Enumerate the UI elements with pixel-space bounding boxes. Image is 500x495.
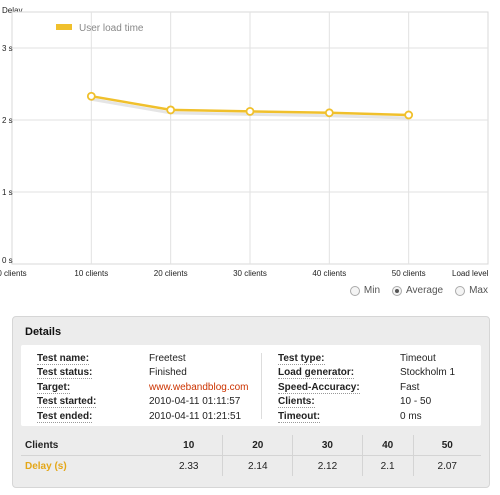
clients-cell: 20 bbox=[222, 435, 293, 456]
test-status-value: Finished bbox=[149, 367, 187, 379]
detail-row: Test status: Finished bbox=[37, 366, 252, 380]
max-label: Max bbox=[469, 285, 488, 296]
clients-cell: 40 bbox=[361, 435, 413, 456]
target-label: Target: bbox=[37, 381, 71, 394]
x-tick-label: 20 clients bbox=[154, 269, 188, 278]
detail-row: Speed-Accuracy: Fast bbox=[278, 381, 478, 395]
delay-header: Delay (s) bbox=[25, 460, 67, 472]
detail-row: Test started: 2010-04-11 01:11:57 bbox=[37, 395, 252, 409]
x-axis-label: Load level bbox=[452, 269, 489, 278]
y-tick-label: 3 s bbox=[2, 44, 13, 53]
details-right-column: Test type: Timeout Load generator: Stock… bbox=[278, 352, 478, 424]
test-type-value: Timeout bbox=[400, 353, 436, 364]
y-tick-label: 0 s bbox=[2, 256, 13, 265]
test-name-label: Test name: bbox=[37, 353, 90, 365]
data-point bbox=[404, 110, 414, 120]
data-point bbox=[86, 91, 96, 101]
detail-row: Timeout: 0 ms bbox=[278, 410, 478, 424]
details-box: Test name: Freetest Test status: Finishe… bbox=[21, 345, 481, 426]
x-tick-label: 0 clients bbox=[0, 269, 27, 278]
details-title: Details bbox=[25, 326, 62, 338]
details-panel: Details Test name: Freetest Test status:… bbox=[12, 316, 490, 488]
x-tick-label: 40 clients bbox=[312, 269, 346, 278]
min-label: Min bbox=[363, 285, 381, 296]
data-point bbox=[324, 108, 334, 118]
delay-cell: 2.14 bbox=[222, 455, 293, 476]
x-tick-label: 10 clients bbox=[74, 269, 108, 278]
target-link[interactable]: www.webandblog.com bbox=[149, 381, 249, 393]
max-option[interactable]: Max bbox=[455, 285, 488, 296]
average-label: Average bbox=[406, 285, 444, 296]
y-tick-label: 2 s bbox=[2, 116, 13, 125]
detail-row: Load generator: Stockholm 1 bbox=[278, 366, 478, 380]
timeout-value: 0 ms bbox=[400, 410, 422, 422]
detail-row: Target: www.webandblog.com bbox=[37, 381, 252, 395]
test-status-label: Test status: bbox=[37, 367, 93, 380]
detail-row: Test type: Timeout bbox=[278, 352, 478, 366]
delay-cell: 2.12 bbox=[292, 455, 363, 476]
test-ended-label: Test ended: bbox=[37, 410, 93, 423]
delay-chart: Delay Load level 0 clients 10 clients 20 c… bbox=[0, 6, 489, 278]
clients-cell: 50 bbox=[412, 435, 481, 456]
test-started-value: 2010-04-11 01:11:57 bbox=[149, 396, 241, 408]
delay-cell: 2.07 bbox=[412, 455, 481, 476]
speed-accuracy-label: Speed-Accuracy: bbox=[278, 381, 360, 394]
results-delay-row: Delay (s) 2.33 2.14 2.12 2.1 2.07 bbox=[21, 455, 481, 476]
data-point bbox=[245, 106, 255, 116]
detail-row: Clients: 10 - 50 bbox=[278, 395, 478, 409]
max-radio[interactable] bbox=[455, 285, 466, 296]
load-generator-label: Load generator: bbox=[278, 367, 355, 380]
results-header-row: Clients 10 20 30 40 50 bbox=[21, 435, 481, 456]
detail-row: Test name: Freetest bbox=[37, 352, 252, 366]
y-tick-label: 1 s bbox=[2, 188, 13, 197]
speed-accuracy-value: Fast bbox=[400, 381, 420, 393]
data-point bbox=[166, 105, 176, 115]
legend-swatch bbox=[56, 24, 72, 30]
results-table: Clients 10 20 30 40 50 Delay (s) 2.33 2.… bbox=[21, 435, 481, 476]
timeout-label: Timeout: bbox=[278, 410, 321, 423]
x-tick-label: 50 clients bbox=[392, 269, 426, 278]
min-option[interactable]: Min bbox=[349, 285, 381, 296]
detail-row: Test ended: 2010-04-11 01:21:51 bbox=[37, 410, 252, 424]
clients-header: Clients bbox=[21, 435, 155, 456]
y-axis-label: Delay bbox=[2, 6, 22, 15]
min-radio[interactable] bbox=[349, 285, 360, 296]
clients-label: Clients: bbox=[278, 396, 315, 409]
column-divider bbox=[261, 353, 262, 419]
test-name-value: Freetest bbox=[149, 353, 186, 364]
average-option[interactable]: Average bbox=[392, 285, 443, 296]
average-radio[interactable] bbox=[392, 285, 403, 296]
test-ended-value: 2010-04-11 01:21:51 bbox=[149, 410, 242, 422]
test-started-label: Test started: bbox=[37, 396, 97, 409]
delay-cell: 2.33 bbox=[178, 460, 199, 472]
legend-label: User load time bbox=[79, 23, 144, 34]
x-tick-label: 30 clients bbox=[233, 269, 267, 278]
legend: User load time bbox=[56, 23, 144, 34]
test-type-label: Test type: bbox=[278, 353, 325, 365]
clients-cell: 10 bbox=[155, 435, 223, 456]
clients-cell: 30 bbox=[292, 435, 363, 456]
delay-cell: 2.1 bbox=[361, 455, 413, 476]
details-left-column: Test name: Freetest Test status: Finishe… bbox=[37, 352, 252, 424]
clients-value: 10 - 50 bbox=[400, 396, 432, 408]
load-generator-value: Stockholm 1 bbox=[400, 367, 456, 379]
view-options: Min Average Max bbox=[349, 285, 488, 296]
